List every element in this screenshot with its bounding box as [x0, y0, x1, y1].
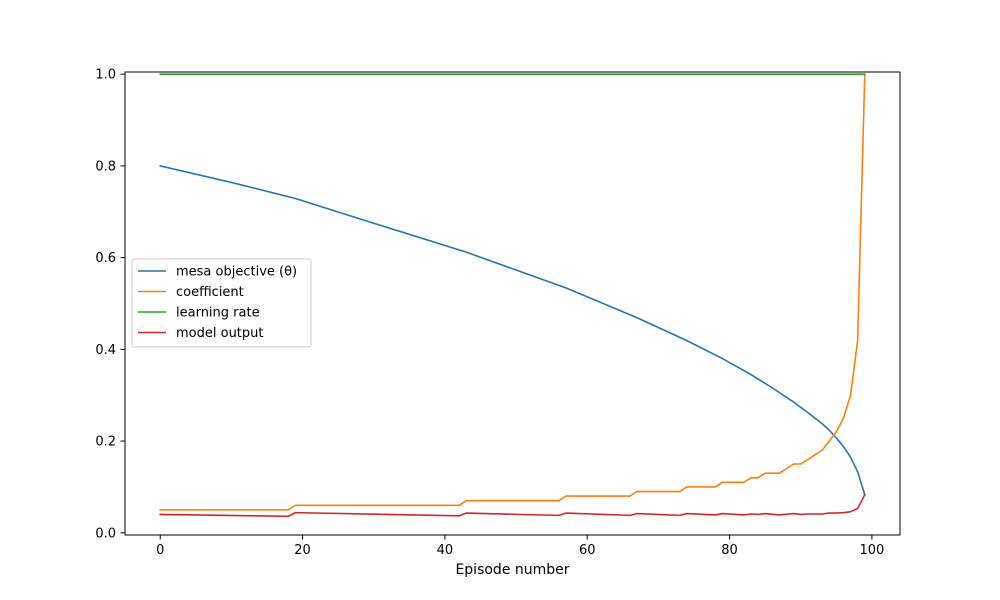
plot-area-frame: [124, 71, 901, 536]
series-line-1: [159, 73, 866, 511]
x-tick-label: 60: [579, 543, 596, 558]
legend-box: [131, 258, 312, 348]
y-tick-label: 0.8: [95, 159, 116, 174]
x-tick-label: 100: [859, 543, 884, 558]
y-tick-label: 1.0: [95, 68, 116, 83]
series-layer: [159, 73, 866, 518]
x-tick-label: 40: [437, 543, 454, 558]
x-axis-label: Episode number: [455, 562, 569, 578]
x-axis: 0 20 40 60 80 100: [156, 535, 884, 558]
x-tick-label: 0: [156, 543, 164, 558]
legend-label-1: coefficient: [176, 285, 244, 300]
legend: mesa objective (θ) coefficient learning ra…: [131, 258, 312, 348]
legend-label-2: learning rate: [176, 306, 260, 321]
y-axis: 0.0 0.2 0.4 0.6 0.8 1.0: [95, 68, 125, 541]
y-tick-label: 0.2: [95, 435, 116, 450]
series-line-3: [159, 493, 866, 518]
y-tick-label: 0.4: [95, 343, 116, 358]
y-tick-label: 0.6: [95, 251, 116, 266]
legend-label-0: mesa objective (θ): [176, 265, 297, 280]
x-tick-label: 80: [721, 543, 738, 558]
x-tick-label: 20: [294, 543, 311, 558]
series-line-0: [159, 164, 866, 496]
legend-label-3: model output: [176, 326, 264, 341]
y-tick-label: 0.0: [95, 526, 116, 541]
